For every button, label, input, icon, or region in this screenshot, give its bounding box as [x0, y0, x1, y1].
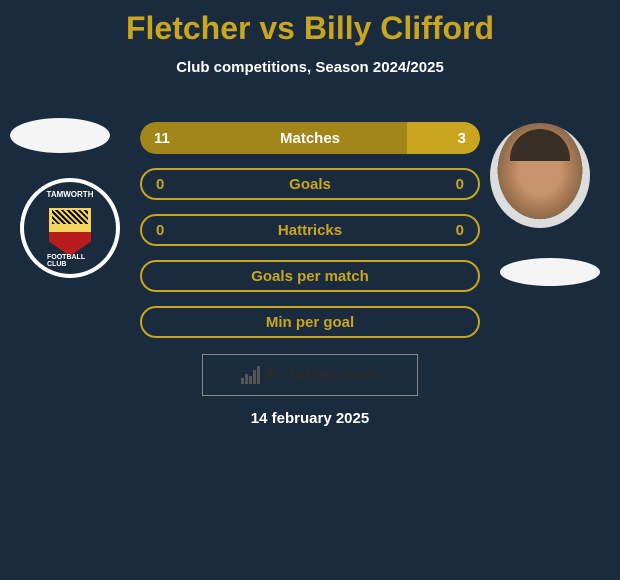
stat-value-right: 3: [458, 130, 466, 147]
badge-top-text: TAMWORTH: [47, 190, 94, 199]
stat-value-left: 11: [154, 130, 170, 147]
comparison-title: Fletcher vs Billy Clifford: [0, 0, 620, 47]
stat-label: Min per goal: [266, 314, 354, 331]
stat-row-goals-per-match: Goals per match: [140, 260, 480, 292]
stat-label: Goals per match: [251, 268, 369, 285]
badge-bottom-text: FOOTBALL CLUB: [47, 254, 93, 268]
comparison-date: 14 february 2025: [251, 410, 369, 427]
player-left-avatar-placeholder: [10, 118, 110, 153]
stat-value-right: 0: [456, 222, 464, 239]
stat-value-right: 0: [456, 176, 464, 193]
watermark: FcTables.com: [202, 354, 418, 396]
stat-fill-right: [407, 122, 480, 154]
stat-label: Hattricks: [278, 222, 342, 239]
player-left-club-badge: TAMWORTH FOOTBALL CLUB: [20, 178, 120, 278]
stat-row-hattricks: 0 Hattricks 0: [140, 214, 480, 246]
stat-label: Goals: [289, 176, 331, 193]
stat-row-matches: 11 Matches 3: [140, 122, 480, 154]
stat-value-left: 0: [156, 176, 164, 193]
chart-icon: [241, 366, 263, 384]
player-right-club-badge-placeholder: [500, 258, 600, 286]
stat-row-goals: 0 Goals 0: [140, 168, 480, 200]
stat-row-min-per-goal: Min per goal: [140, 306, 480, 338]
watermark-text: FcTables.com: [267, 365, 379, 385]
player-right-avatar: [490, 123, 590, 228]
comparison-subtitle: Club competitions, Season 2024/2025: [0, 59, 620, 76]
badge-shield-icon: [49, 208, 91, 256]
stat-value-left: 0: [156, 222, 164, 239]
stat-label: Matches: [280, 130, 340, 147]
badge-circle: TAMWORTH FOOTBALL CLUB: [20, 178, 120, 278]
stats-container: 11 Matches 3 0 Goals 0 0 Hattricks 0 Goa…: [140, 122, 480, 352]
